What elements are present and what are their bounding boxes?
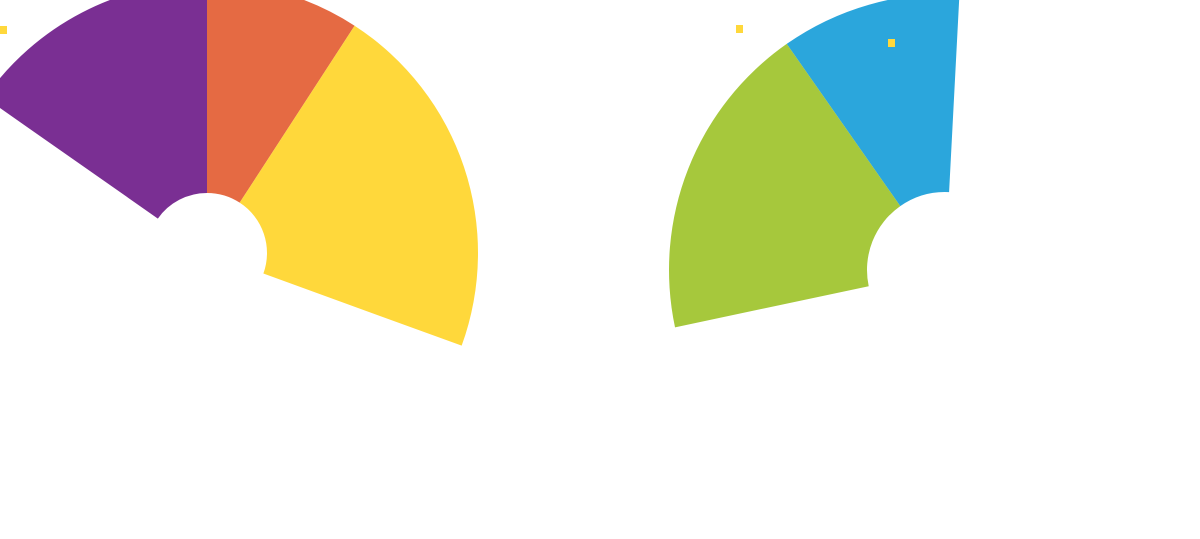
marker-right-top: [888, 39, 895, 47]
pie-slice-yellow[interactable]: Yellow: [239, 25, 479, 346]
marker-center-top: [736, 25, 743, 33]
left-donut-chart[interactable]: PurpleOrangeYellow: [0, 0, 479, 346]
right-donut-chart[interactable]: BlueGreen: [669, 0, 960, 328]
pie-slice-purple[interactable]: Purple: [0, 0, 207, 219]
data-point-markers: [0, 25, 895, 47]
pie-slice-orange[interactable]: Orange: [207, 0, 355, 203]
pie-slice-blue[interactable]: Blue: [786, 0, 960, 207]
marker-left-edge: [0, 26, 7, 34]
pie-slice-green[interactable]: Green: [669, 43, 901, 328]
